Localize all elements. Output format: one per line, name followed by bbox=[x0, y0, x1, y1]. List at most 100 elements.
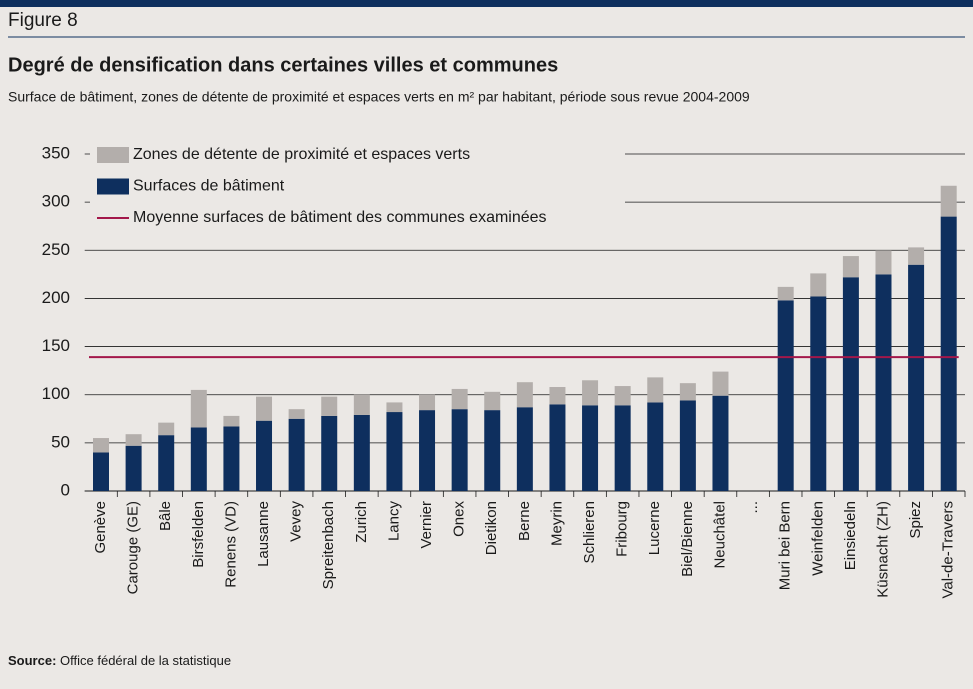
x-tick-label: Zurich bbox=[353, 501, 370, 543]
bar-segment bbox=[908, 264, 925, 491]
bar-segment bbox=[842, 277, 859, 491]
x-tick-label: Muri bei Bern bbox=[777, 501, 794, 590]
x-tick-label: Spiez bbox=[907, 501, 924, 539]
y-tick-label: 50 bbox=[51, 432, 70, 451]
bar-segment bbox=[777, 286, 794, 301]
figure-label: Figure 8 bbox=[8, 10, 78, 31]
bar-segment bbox=[125, 445, 142, 491]
x-tick-label: Lucerne bbox=[646, 501, 663, 555]
bar-segment bbox=[321, 396, 338, 416]
y-tick-label: 250 bbox=[42, 240, 70, 259]
legend-background bbox=[90, 140, 625, 232]
bar-segment bbox=[842, 256, 859, 278]
x-tick-label: Dietikon bbox=[483, 501, 500, 555]
x-tick-label: Lancy bbox=[385, 501, 402, 542]
bar-segment bbox=[93, 438, 110, 453]
x-tick-label: Bâle bbox=[157, 501, 174, 531]
y-tick-label: 350 bbox=[42, 143, 70, 162]
bar-segment bbox=[810, 296, 827, 491]
bar-segment bbox=[712, 395, 729, 491]
bar-segment bbox=[614, 405, 631, 491]
bar-segment bbox=[712, 371, 729, 396]
bars bbox=[89, 185, 959, 492]
bar-segment bbox=[582, 380, 599, 406]
bar-segment bbox=[549, 387, 566, 405]
x-tick-label: Berne bbox=[516, 501, 533, 541]
bar-segment bbox=[777, 300, 794, 491]
bar-segment bbox=[158, 422, 175, 436]
bar-segment bbox=[940, 185, 957, 217]
source-label: Source: bbox=[8, 653, 56, 668]
legend-label: Surfaces de bâtiment bbox=[133, 178, 285, 195]
bar-segment bbox=[386, 402, 403, 413]
bar-segment bbox=[810, 273, 827, 297]
x-tick-label: Val-de-Travers bbox=[940, 501, 957, 599]
y-tick-label: 300 bbox=[42, 192, 70, 211]
bar-segment bbox=[288, 418, 305, 491]
x-tick-label: Vevey bbox=[288, 501, 305, 542]
bar-segment bbox=[256, 420, 273, 491]
bar-segment bbox=[190, 389, 207, 428]
source: Source: Office fédéral de la statistique bbox=[8, 653, 231, 668]
x-tick-label: Spreitenbach bbox=[320, 501, 337, 589]
x-tick-label: Birsfelden bbox=[190, 501, 207, 568]
bar-segment bbox=[516, 382, 533, 408]
x-tick-label: Schlieren bbox=[581, 501, 598, 564]
bar-segment bbox=[419, 394, 436, 411]
legend: Zones de détente de proximité et espaces… bbox=[90, 140, 625, 232]
top-band bbox=[0, 0, 973, 7]
legend-swatch bbox=[97, 147, 129, 163]
x-tick-label: Einsiedeln bbox=[842, 501, 859, 570]
x-tick-label: ... bbox=[744, 501, 761, 514]
bar-segment bbox=[875, 250, 892, 275]
bar-segment bbox=[940, 216, 957, 492]
y-tick-label: 200 bbox=[42, 288, 70, 307]
y-tick-label: 150 bbox=[42, 336, 70, 355]
bar-segment bbox=[158, 435, 175, 491]
bar-segment bbox=[93, 452, 110, 491]
bar-segment bbox=[484, 410, 501, 491]
x-tick-label: Neuchâtel bbox=[711, 501, 728, 569]
y-tick-label: 0 bbox=[61, 480, 70, 499]
bar-segment bbox=[484, 391, 501, 411]
y-tick-label: 100 bbox=[42, 384, 70, 403]
x-tick-label: Carouge (GE) bbox=[125, 501, 142, 594]
x-tick-label: Weinfelden bbox=[809, 501, 826, 576]
source-text: Office fédéral de la statistique bbox=[60, 653, 231, 668]
bar-segment bbox=[451, 409, 468, 491]
x-tick-label: Vernier bbox=[418, 501, 435, 549]
bar-segment bbox=[419, 410, 436, 491]
x-tick-label: Renens (VD) bbox=[222, 501, 239, 588]
bar-segment bbox=[679, 383, 696, 401]
bar-segment bbox=[679, 400, 696, 491]
x-tick-label: Fribourg bbox=[614, 501, 631, 557]
bar-segment bbox=[614, 386, 631, 406]
x-tick-label: Lausanne bbox=[255, 501, 272, 567]
bar-segment bbox=[549, 404, 566, 491]
bar-segment bbox=[386, 412, 403, 491]
bar-segment bbox=[353, 414, 370, 491]
bar-segment bbox=[223, 426, 240, 491]
bar-segment bbox=[516, 407, 533, 491]
legend-label: Zones de détente de proximité et espaces… bbox=[133, 146, 470, 163]
bar-segment bbox=[223, 415, 240, 427]
bar-segment bbox=[256, 396, 273, 421]
x-tick-label: Küsnacht (ZH) bbox=[874, 501, 891, 598]
chart-subtitle: Surface de bâtiment, zones de détente de… bbox=[8, 89, 750, 105]
bar-segment bbox=[908, 247, 925, 265]
bar-segment bbox=[582, 405, 599, 491]
chart-title: Degré de densification dans certaines vi… bbox=[8, 54, 558, 76]
x-tick-label: Meyrin bbox=[548, 501, 565, 546]
bar-segment bbox=[647, 402, 664, 491]
x-tick-label: Genève bbox=[92, 501, 109, 554]
bar-segment bbox=[647, 377, 664, 403]
bar-segment bbox=[190, 427, 207, 491]
bar-segment bbox=[321, 415, 338, 491]
x-tick-label: Biel/Bienne bbox=[679, 501, 696, 577]
bar-segment bbox=[451, 388, 468, 410]
legend-label: Moyenne surfaces de bâtiment des commune… bbox=[133, 209, 547, 226]
x-tick-label: Onex bbox=[451, 501, 468, 537]
bar-segment bbox=[353, 394, 370, 415]
